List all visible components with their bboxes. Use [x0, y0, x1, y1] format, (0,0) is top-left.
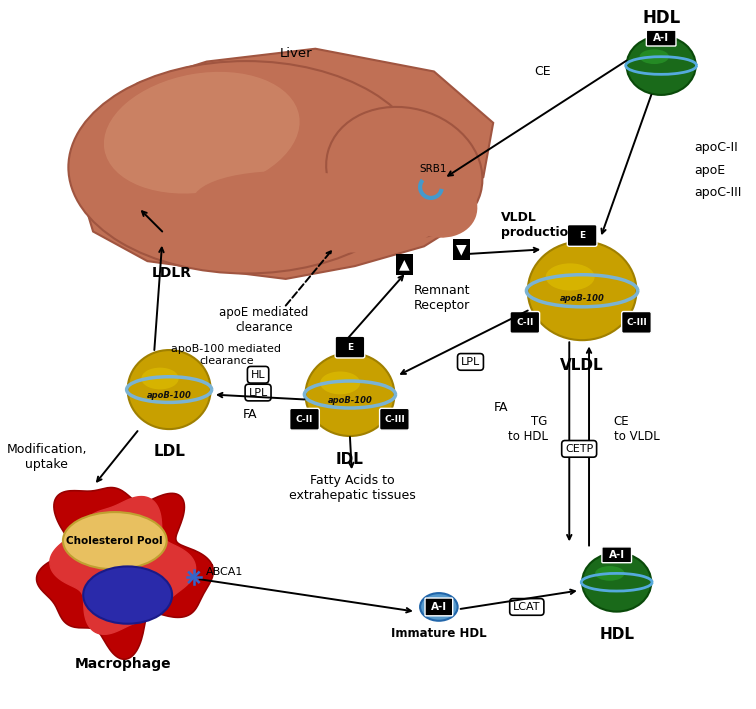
- Text: apoB-100 mediated
clearance: apoB-100 mediated clearance: [172, 344, 281, 366]
- Ellipse shape: [326, 107, 482, 238]
- Ellipse shape: [305, 353, 395, 436]
- Ellipse shape: [420, 593, 457, 621]
- Polygon shape: [50, 496, 196, 635]
- PathPatch shape: [79, 49, 493, 279]
- Text: apoB-100: apoB-100: [327, 396, 373, 406]
- FancyBboxPatch shape: [621, 311, 651, 333]
- Text: A-I: A-I: [609, 549, 624, 560]
- Ellipse shape: [582, 553, 651, 612]
- FancyBboxPatch shape: [335, 336, 364, 358]
- Text: LDL: LDL: [153, 444, 185, 459]
- Text: Macrophage: Macrophage: [74, 657, 171, 671]
- FancyBboxPatch shape: [646, 30, 676, 46]
- Text: Remnant
Receptor: Remnant Receptor: [414, 284, 471, 312]
- Text: SRB1: SRB1: [419, 164, 447, 174]
- Ellipse shape: [640, 50, 669, 64]
- Text: C-II: C-II: [516, 318, 534, 327]
- Text: VLDL
production: VLDL production: [501, 211, 577, 239]
- Text: A-I: A-I: [653, 33, 669, 43]
- Ellipse shape: [528, 241, 637, 340]
- Text: IDL: IDL: [336, 452, 364, 467]
- Ellipse shape: [391, 166, 477, 238]
- Text: LCAT: LCAT: [513, 602, 541, 612]
- Text: ▼: ▼: [457, 242, 467, 256]
- Text: apoE: apoE: [694, 164, 725, 177]
- Text: apoC-II: apoC-II: [694, 141, 738, 154]
- Text: Liver: Liver: [279, 48, 312, 60]
- Text: LPL: LPL: [249, 388, 268, 398]
- Text: FA: FA: [494, 401, 508, 414]
- Text: apoB-100: apoB-100: [147, 391, 191, 400]
- Text: A-I: A-I: [431, 602, 447, 612]
- Text: LPL: LPL: [461, 357, 480, 367]
- Text: CE
to VLDL: CE to VLDL: [614, 415, 659, 443]
- FancyBboxPatch shape: [567, 225, 597, 246]
- Text: apoC-III: apoC-III: [694, 186, 741, 199]
- FancyBboxPatch shape: [380, 408, 409, 430]
- Text: C-III: C-III: [626, 318, 647, 327]
- Text: E: E: [347, 342, 353, 352]
- Ellipse shape: [595, 566, 624, 581]
- Text: Immature HDL: Immature HDL: [391, 627, 487, 640]
- Text: ▲: ▲: [399, 257, 410, 271]
- Text: VLDL: VLDL: [560, 358, 604, 373]
- FancyBboxPatch shape: [425, 598, 453, 616]
- Text: TG
to HDL: TG to HDL: [507, 415, 547, 443]
- FancyBboxPatch shape: [510, 311, 540, 333]
- Ellipse shape: [192, 171, 438, 252]
- Ellipse shape: [104, 72, 299, 194]
- Ellipse shape: [425, 597, 443, 607]
- FancyBboxPatch shape: [602, 547, 631, 563]
- Text: C-III: C-III: [384, 415, 404, 424]
- Text: HDL: HDL: [642, 9, 680, 27]
- Text: Cholesterol Pool: Cholesterol Pool: [67, 536, 163, 546]
- Text: CETP: CETP: [565, 444, 593, 454]
- Text: apoE mediated
clearance: apoE mediated clearance: [219, 306, 308, 335]
- Text: HDL: HDL: [600, 627, 634, 642]
- Ellipse shape: [546, 263, 595, 291]
- Text: ABCA1: ABCA1: [206, 567, 243, 577]
- Text: Modification,
uptake: Modification, uptake: [6, 442, 87, 471]
- Ellipse shape: [83, 566, 172, 624]
- Text: Fatty Acids to
extrahepatic tissues: Fatty Acids to extrahepatic tissues: [289, 474, 415, 503]
- Ellipse shape: [63, 512, 166, 569]
- Text: E: E: [579, 231, 585, 240]
- FancyBboxPatch shape: [290, 408, 319, 430]
- Text: HL: HL: [251, 370, 265, 380]
- Ellipse shape: [320, 372, 360, 394]
- Text: apoB-100: apoB-100: [559, 294, 605, 303]
- Ellipse shape: [627, 36, 696, 95]
- Polygon shape: [36, 488, 213, 659]
- Text: C-II: C-II: [296, 415, 313, 424]
- Ellipse shape: [128, 350, 211, 429]
- Text: LDLR: LDLR: [152, 266, 192, 280]
- Ellipse shape: [68, 61, 424, 274]
- Ellipse shape: [141, 368, 178, 389]
- Text: FA: FA: [243, 408, 257, 420]
- Text: CE: CE: [534, 65, 551, 78]
